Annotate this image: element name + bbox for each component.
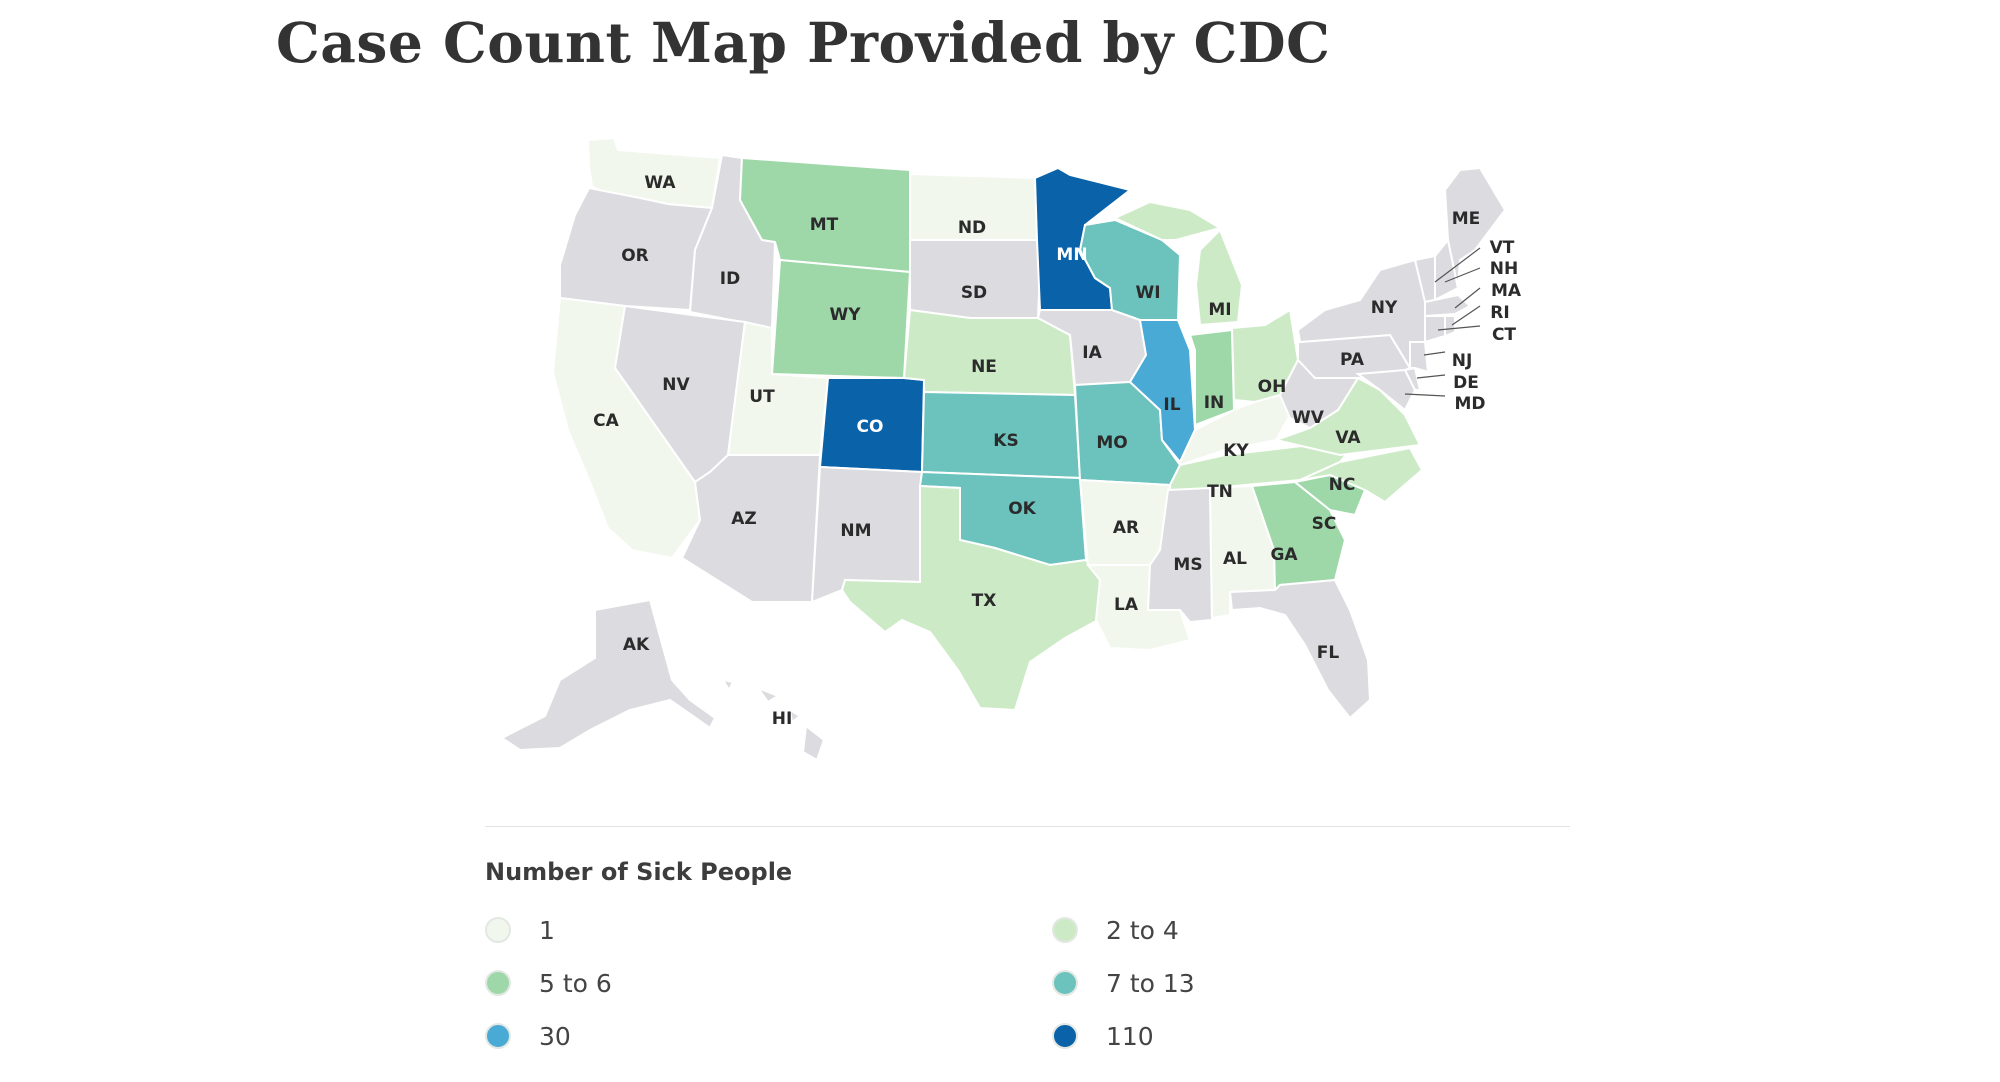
us-map: WA OR CA ID NV UT AZ MT WY CO NM ND SD N…	[490, 110, 1600, 770]
label-ME: ME	[1452, 209, 1481, 229]
legend-title: Number of Sick People	[485, 858, 793, 886]
leader-VT	[1434, 247, 1481, 283]
label-CT: CT	[1492, 325, 1516, 345]
label-KY: KY	[1223, 441, 1249, 461]
leader-NJ	[1423, 351, 1446, 356]
label-OK: OK	[1008, 499, 1036, 519]
label-VT: VT	[1490, 238, 1515, 258]
label-IA: IA	[1082, 343, 1102, 363]
label-CA: CA	[593, 411, 619, 431]
legend-label: 5 to 6	[539, 968, 612, 998]
label-FL: FL	[1317, 643, 1340, 663]
label-VA: VA	[1335, 428, 1361, 448]
label-TX: TX	[972, 591, 997, 611]
label-UT: UT	[749, 387, 775, 407]
state-AK[interactable]	[500, 598, 717, 752]
legend-label: 7 to 13	[1106, 968, 1195, 998]
legend-swatch	[1052, 917, 1078, 943]
state-NC[interactable]	[1299, 446, 1424, 504]
label-MS: MS	[1173, 555, 1202, 575]
label-LA: LA	[1114, 595, 1139, 615]
legend-label: 30	[539, 1021, 571, 1051]
label-NC: NC	[1329, 475, 1356, 495]
state-RI[interactable]	[1444, 315, 1456, 338]
label-WY: WY	[829, 305, 861, 325]
label-AR: AR	[1113, 518, 1139, 538]
label-GA: GA	[1270, 545, 1298, 565]
label-PA: PA	[1340, 350, 1365, 370]
label-MO: MO	[1096, 433, 1127, 453]
leader-MA	[1454, 287, 1481, 309]
label-ND: ND	[958, 218, 986, 238]
legend-swatch	[485, 970, 511, 996]
legend-label: 1	[539, 915, 555, 945]
label-AK: AK	[623, 635, 650, 655]
state-IN[interactable]	[1188, 328, 1236, 427]
legend-swatch	[485, 1023, 511, 1049]
label-AL: AL	[1223, 549, 1247, 569]
label-WA: WA	[644, 173, 676, 193]
legend-item-7-to-13: 7 to 13	[1052, 966, 1195, 1000]
label-MA: MA	[1491, 281, 1522, 301]
legend-item-2-to-4: 2 to 4	[1052, 913, 1179, 947]
label-NY: NY	[1371, 298, 1398, 318]
state-SD[interactable]	[909, 239, 1042, 319]
label-AZ: AZ	[731, 509, 756, 529]
label-ID: ID	[720, 269, 740, 289]
label-MN: MN	[1056, 245, 1087, 265]
leader-NH	[1444, 267, 1481, 283]
leader-DE	[1416, 374, 1446, 379]
label-NM: NM	[840, 521, 871, 541]
legend-item-5-to-6: 5 to 6	[485, 966, 612, 1000]
label-MI: MI	[1208, 300, 1231, 320]
state-IL[interactable]	[1128, 319, 1197, 464]
legend-item-30: 30	[485, 1019, 571, 1053]
label-IN: IN	[1204, 393, 1225, 413]
state-TX[interactable]	[840, 484, 1102, 712]
leader-RI	[1451, 305, 1481, 326]
label-DE: DE	[1453, 373, 1479, 393]
label-MT: MT	[810, 215, 839, 235]
label-WI: WI	[1135, 283, 1160, 303]
label-OH: OH	[1258, 377, 1287, 397]
label-WV: WV	[1292, 408, 1325, 428]
label-KS: KS	[993, 431, 1018, 451]
label-SD: SD	[961, 283, 987, 303]
legend-swatch	[1052, 970, 1078, 996]
state-MD[interactable]	[1355, 368, 1417, 412]
state-FL[interactable]	[1228, 578, 1372, 720]
label-RI: RI	[1490, 303, 1509, 323]
state-ME[interactable]	[1443, 166, 1507, 289]
state-NJ[interactable]	[1409, 341, 1430, 374]
label-CO: CO	[857, 417, 884, 437]
state-MI[interactable]	[1112, 200, 1244, 327]
legend-swatch	[485, 917, 511, 943]
label-HI: HI	[772, 709, 793, 729]
state-MA[interactable]	[1424, 293, 1472, 318]
label-OR: OR	[621, 246, 649, 266]
label-IL: IL	[1163, 395, 1180, 415]
legend-label: 2 to 4	[1106, 915, 1179, 945]
label-SC: SC	[1312, 514, 1337, 534]
legend-label: 110	[1106, 1021, 1154, 1051]
label-NJ: NJ	[1452, 351, 1473, 371]
leader-CT	[1437, 325, 1481, 331]
label-TN: TN	[1207, 482, 1233, 502]
legend-swatch	[1052, 1023, 1078, 1049]
state-HI[interactable]	[720, 678, 826, 762]
legend-item-1: 1	[485, 913, 555, 947]
leader-MD	[1404, 393, 1446, 397]
label-NV: NV	[662, 375, 690, 395]
label-NH: NH	[1490, 259, 1518, 279]
page-title: Case Count Map Provided by CDC	[276, 10, 1331, 75]
legend-item-110: 110	[1052, 1019, 1154, 1053]
state-CT[interactable]	[1424, 315, 1446, 344]
legend-divider	[485, 826, 1570, 827]
label-MD: MD	[1454, 394, 1485, 414]
label-NE: NE	[971, 357, 997, 377]
